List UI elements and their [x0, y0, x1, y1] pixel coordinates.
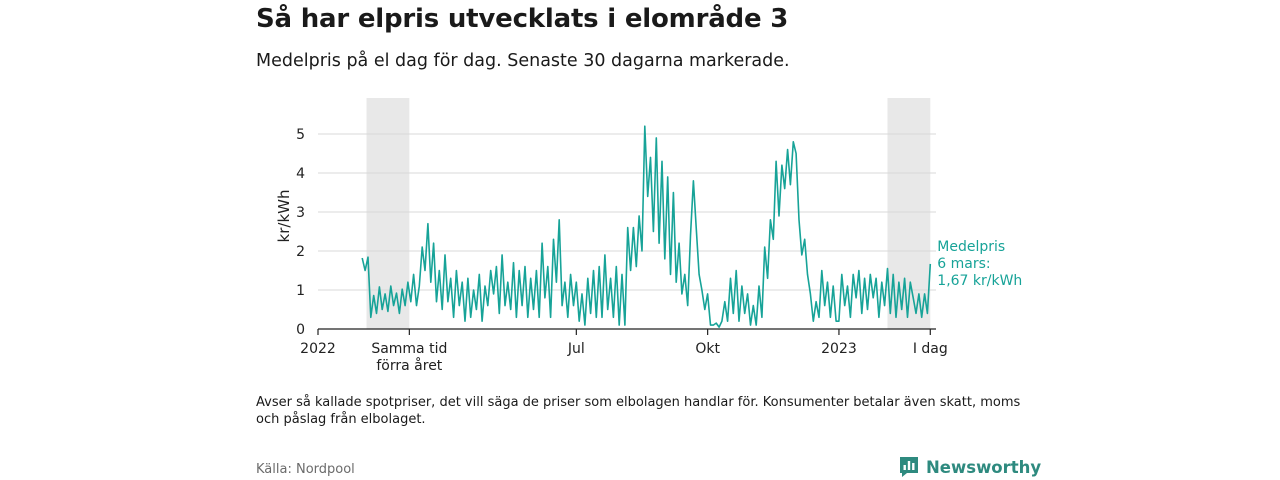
newsworthy-logo-icon [900, 457, 918, 477]
footnote: Avser så kallade spotpriser, det vill sä… [256, 395, 1021, 427]
source-credit: Källa: Nordpool [256, 462, 355, 477]
brand-name: Newsworthy [926, 457, 1042, 477]
latest-value-annotation: Medelpris 6 mars: 1,67 kr/kWh [937, 239, 1022, 289]
x-axis: 2022 Samma tid förra året Jul Okt 2023 I dag [300, 328, 948, 374]
y-axis-ticks: 0 1 2 3 4 5 [296, 127, 305, 338]
chart-subtitle: Medelpris på el dag för dag. Senaste 30 … [256, 51, 790, 71]
newsworthy-logo: Newsworthy [899, 455, 1041, 479]
x-tick-label: 2022 [300, 341, 336, 357]
series-line-medelpris [361, 125, 932, 328]
price-line-chart: 0 1 2 3 4 5 2022 Samma tid förra året Jul Okt 2023… [275, 98, 1022, 374]
chart-title: Så har elpris utvecklats i elområde 3 [256, 4, 789, 34]
x-tick-label: I dag [913, 341, 948, 357]
y-tick-label: 1 [296, 283, 305, 299]
y-tick-label: 2 [296, 244, 305, 260]
y-tick-label: 0 [296, 322, 305, 338]
gridlines [318, 133, 936, 291]
y-tick-label: 3 [296, 205, 305, 221]
x-tick-label: 2023 [821, 341, 857, 357]
y-tick-label: 5 [296, 127, 305, 143]
y-tick-label: 4 [296, 166, 305, 182]
y-axis-label: kr/kWh [275, 190, 293, 243]
x-tick-label: Jul [567, 341, 585, 357]
x-tick-label: Okt [695, 341, 720, 357]
x-tick-label: Samma tid förra året [371, 341, 447, 374]
